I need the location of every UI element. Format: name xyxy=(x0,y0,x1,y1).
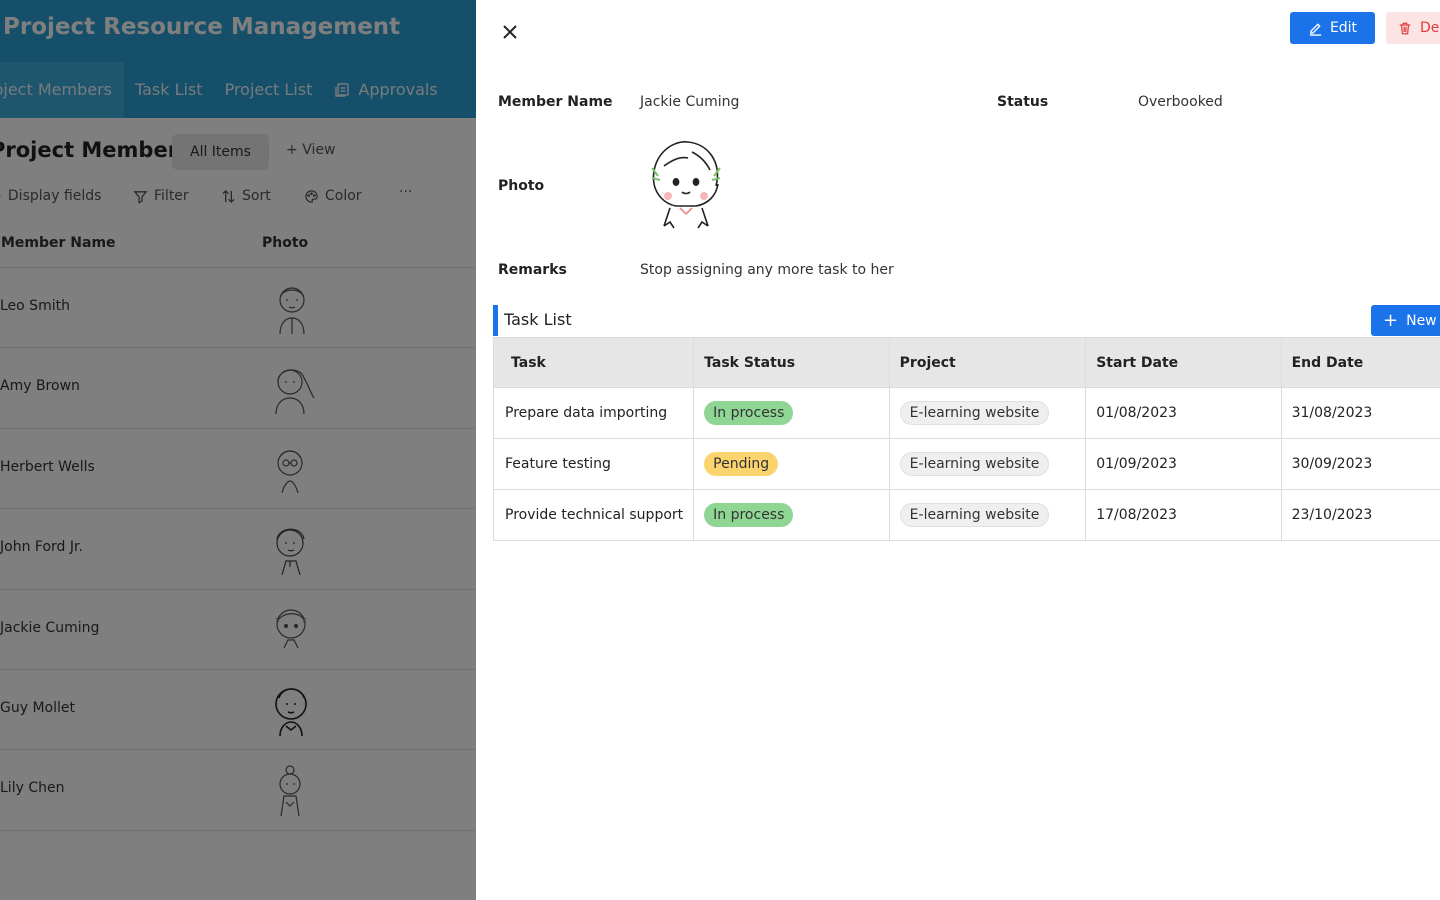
column-task[interactable]: Task xyxy=(492,337,695,388)
end-date-cell: 31/08/2023 xyxy=(1280,387,1440,439)
record-detail-panel: Edit Delete Member Name Jackie Cuming St… xyxy=(476,0,1440,900)
project-badge[interactable]: E-learning website xyxy=(899,503,1050,527)
photo-label: Photo xyxy=(498,178,545,194)
trash-icon xyxy=(1399,22,1411,34)
start-date-cell: 17/08/2023 xyxy=(1085,489,1282,541)
task-table: Task Task Status Project Start Date End … xyxy=(492,337,1440,541)
status-badge: In process xyxy=(704,503,794,527)
project-cell: E-learning website xyxy=(888,438,1087,490)
status-value: Overbooked xyxy=(1138,94,1223,110)
status-badge: Pending xyxy=(704,452,779,476)
pencil-icon xyxy=(1309,22,1322,36)
task-status-cell: In process xyxy=(693,489,890,541)
column-end-date[interactable]: End Date xyxy=(1280,337,1440,388)
column-project[interactable]: Project xyxy=(888,337,1087,388)
task-status-cell: In process xyxy=(693,387,890,439)
member-photo[interactable] xyxy=(640,136,732,236)
remarks-label: Remarks xyxy=(498,262,567,278)
project-cell: E-learning website xyxy=(888,489,1087,541)
start-date-cell: 01/09/2023 xyxy=(1085,438,1282,490)
table-row[interactable]: Provide technical support In process E-l… xyxy=(492,489,1440,541)
end-date-cell: 30/09/2023 xyxy=(1280,438,1440,490)
member-name-label: Member Name xyxy=(498,94,613,110)
column-start-date[interactable]: Start Date xyxy=(1085,337,1282,388)
new-item-button[interactable]: + New item xyxy=(1371,305,1440,336)
status-label: Status xyxy=(997,94,1049,110)
member-name-value: Jackie Cuming xyxy=(640,94,740,110)
task-cell: Prepare data importing xyxy=(492,387,695,439)
task-cell: Feature testing xyxy=(492,438,695,490)
section-accent xyxy=(493,305,498,336)
remarks-value: Stop assigning any more task to her xyxy=(640,262,894,278)
task-status-cell: Pending xyxy=(693,438,890,490)
modal-overlay[interactable] xyxy=(0,0,476,900)
task-cell: Provide technical support xyxy=(492,489,695,541)
plus-icon: + xyxy=(1383,309,1399,331)
table-row[interactable]: Feature testing Pending E-learning websi… xyxy=(492,438,1440,490)
project-badge[interactable]: E-learning website xyxy=(899,452,1050,476)
edit-button[interactable]: Edit xyxy=(1290,12,1375,44)
start-date-cell: 01/08/2023 xyxy=(1085,387,1282,439)
delete-button[interactable]: Delete xyxy=(1386,12,1440,44)
project-badge[interactable]: E-learning website xyxy=(899,401,1050,425)
task-list-title: Task List xyxy=(504,310,572,329)
table-row[interactable]: Prepare data importing In process E-lear… xyxy=(492,387,1440,439)
end-date-cell: 23/10/2023 xyxy=(1280,489,1440,541)
project-cell: E-learning website xyxy=(888,387,1087,439)
table-header-row: Task Task Status Project Start Date End … xyxy=(492,337,1440,388)
column-task-status[interactable]: Task Status xyxy=(693,337,890,388)
status-badge: In process xyxy=(704,401,794,425)
close-icon[interactable] xyxy=(498,20,522,44)
